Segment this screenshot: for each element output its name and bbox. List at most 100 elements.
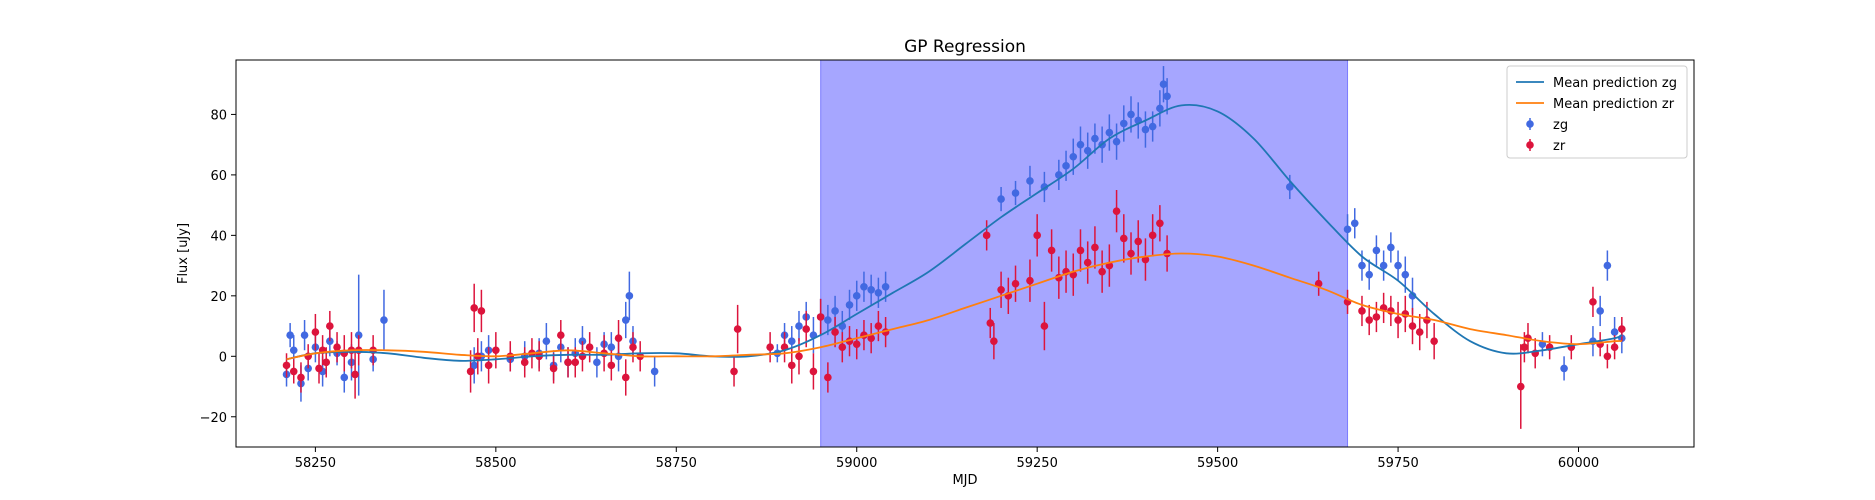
point-zr <box>311 328 320 336</box>
point-zr <box>1112 207 1121 215</box>
point-zr <box>1618 325 1626 333</box>
x-tick-label: 58250 <box>295 456 336 471</box>
point-zr <box>470 304 478 312</box>
errorbar-layer <box>282 66 1626 429</box>
x-axis-ticks: 58250 58500 58750 59000 59250 59500 59750 60000 <box>295 447 1599 471</box>
x-axis-label: MJD <box>952 473 977 488</box>
point-zg <box>831 307 839 315</box>
prediction-lines <box>286 103 1623 362</box>
legend-box <box>1506 65 1688 159</box>
point-zg <box>470 361 478 370</box>
point-zr <box>520 358 529 367</box>
axes-frame <box>235 59 1695 448</box>
chart-title: GP Regression <box>904 37 1026 57</box>
point-zg <box>1127 110 1135 119</box>
point-zg <box>1026 177 1034 185</box>
point-zr <box>492 346 500 355</box>
point-zr <box>986 319 995 327</box>
legend-label: zg <box>1553 118 1568 133</box>
point-zr <box>838 343 847 352</box>
point-zg <box>593 358 601 367</box>
point-zr <box>816 313 825 321</box>
point-zg <box>1350 219 1359 228</box>
point-zr <box>1365 316 1373 324</box>
point-zr <box>1394 316 1402 324</box>
point-zr <box>824 373 832 382</box>
point-zr <box>990 337 998 345</box>
point-zr <box>351 370 359 379</box>
point-zr <box>997 285 1005 294</box>
point-zr <box>1156 219 1164 228</box>
legend-swatch-point <box>1526 141 1534 149</box>
point-zr <box>297 373 305 382</box>
legend-swatch-point <box>1526 120 1534 128</box>
y-tick-label: 40 <box>210 229 227 244</box>
point-zr <box>1589 298 1597 306</box>
point-zr <box>1408 322 1417 330</box>
x-tick-label: 59250 <box>1016 456 1057 471</box>
point-zg <box>1394 261 1402 270</box>
y-tick-label: 0 <box>219 350 227 365</box>
shaded-region-band <box>820 59 1349 448</box>
point-zg <box>1358 261 1366 270</box>
point-zr <box>1040 322 1049 330</box>
point-zg <box>795 322 803 330</box>
x-tick-label: 59750 <box>1377 456 1418 471</box>
legend: Mean prediction zg Mean prediction zr zg zr <box>1506 65 1688 159</box>
point-zr <box>809 367 818 376</box>
point-zg <box>1011 189 1020 197</box>
point-zr <box>1076 246 1085 255</box>
point-zr <box>1603 352 1612 361</box>
point-zg <box>1156 104 1164 113</box>
point-zg <box>867 285 875 294</box>
point-zg <box>1112 137 1121 146</box>
point-zg <box>1062 162 1070 170</box>
point-zr <box>1098 267 1106 276</box>
x-tick-label: 58500 <box>475 456 516 471</box>
point-zr <box>614 334 623 342</box>
point-zr <box>982 231 991 240</box>
point-zg <box>300 331 309 339</box>
point-zr <box>333 343 341 352</box>
point-zg <box>1603 261 1612 270</box>
point-zr <box>322 358 331 367</box>
point-zg <box>289 346 298 355</box>
point-zg <box>1141 125 1150 134</box>
point-zg <box>1091 134 1099 143</box>
point-zr <box>1430 337 1438 345</box>
x-tick-label: 59500 <box>1197 456 1238 471</box>
point-zr <box>629 343 637 352</box>
shaded-region <box>820 59 1349 448</box>
point-zr <box>1148 231 1157 240</box>
point-zg <box>542 337 551 345</box>
point-zr <box>549 364 558 373</box>
plot-area <box>282 59 1626 448</box>
point-zr <box>484 361 493 370</box>
point-zr <box>831 328 839 336</box>
y-tick-label: −20 <box>200 411 227 426</box>
point-zr <box>1415 328 1424 336</box>
point-zr <box>557 331 565 339</box>
point-zg <box>852 292 861 300</box>
point-zg <box>1148 122 1157 131</box>
line-mean-prediction-zg <box>286 103 1623 362</box>
point-zr <box>874 322 883 330</box>
point-zg <box>1286 183 1294 191</box>
point-zg <box>625 292 634 300</box>
point-zr <box>1026 276 1034 285</box>
point-zr <box>289 367 298 376</box>
point-zr <box>802 325 811 333</box>
point-zr <box>787 361 796 370</box>
point-zr <box>1372 313 1381 321</box>
y-axis-ticks: −20 0 20 40 60 80 <box>200 108 236 426</box>
point-zg <box>1119 119 1128 128</box>
point-zg <box>881 282 890 291</box>
point-zr <box>466 367 475 376</box>
legend-items: Mean prediction zg Mean prediction zr zg zr <box>1516 76 1677 154</box>
line-mean-prediction-zr <box>286 252 1622 361</box>
point-zr <box>1141 255 1150 264</box>
point-zr <box>1011 279 1020 288</box>
point-zr <box>867 334 875 342</box>
point-zr <box>730 367 738 376</box>
point-zg <box>787 337 796 345</box>
